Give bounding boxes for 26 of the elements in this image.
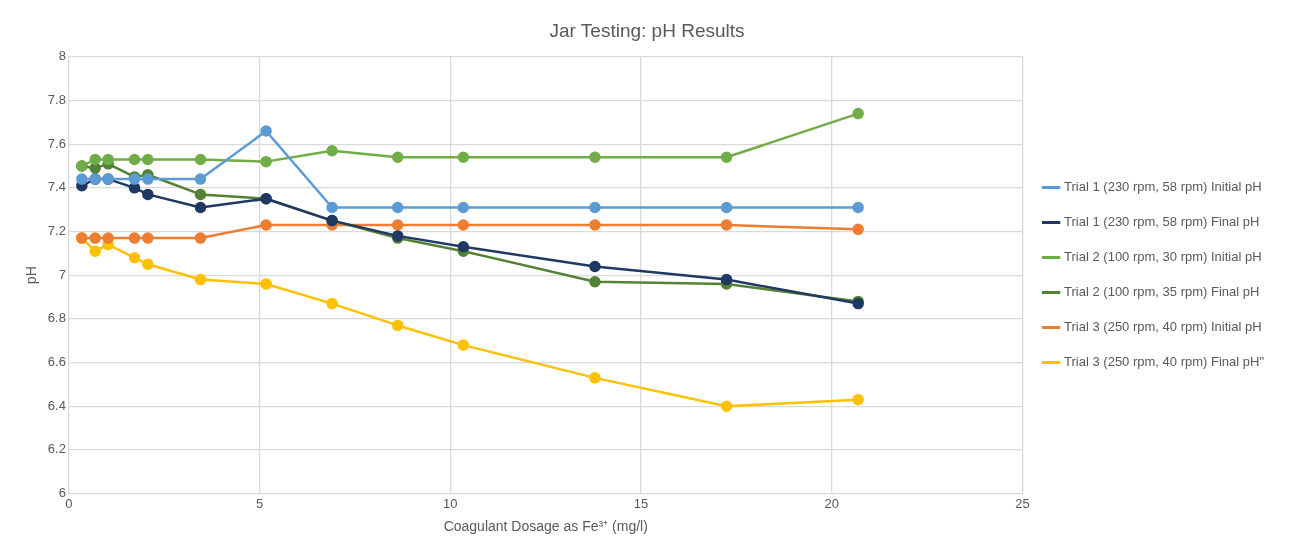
x-tick-label: 20 xyxy=(824,495,840,511)
y-tick-label: 6 xyxy=(58,485,66,501)
y-tick-label: 7.4 xyxy=(47,179,66,195)
y-tick-label: 7.8 xyxy=(47,92,66,108)
legend-label: Trial 3 (250 rpm, 40 rpm) Final pH" xyxy=(1064,354,1265,370)
legend-label: Trial 2 (100 rpm, 30 rpm) Initial pH xyxy=(1064,249,1262,265)
y-tick-label: 6.4 xyxy=(47,397,66,413)
x-axis-title: Coagulant Dosage as Fe³⁺ (mg/l) xyxy=(443,518,648,535)
legend-label: Trial 1 (230 rpm, 58 rpm) Initial pH xyxy=(1064,179,1262,195)
y-tick-label: 6.6 xyxy=(47,354,66,370)
legend-label: Trial 3 (250 rpm, 40 rpm) Initial pH xyxy=(1064,319,1262,335)
y-tick-label: 8 xyxy=(58,48,66,64)
y-tick-label: 6.2 xyxy=(47,441,66,457)
x-tick-label: 10 xyxy=(443,495,458,511)
y-tick-label: 7.6 xyxy=(47,135,66,151)
x-tick-label: 0 xyxy=(65,495,73,511)
y-axis-title: pH xyxy=(23,266,40,285)
x-tick-label: 15 xyxy=(633,495,649,511)
legend-label: Trial 1 (230 rpm, 58 rpm) Final pH xyxy=(1064,214,1260,230)
chart-title: Jar Testing: pH Results xyxy=(549,19,745,41)
y-tick-label: 7 xyxy=(58,266,66,282)
legend-label: Trial 2 (100 rpm, 35 rpm) Final pH xyxy=(1064,284,1260,300)
x-tick-label: 25 xyxy=(1015,495,1030,511)
x-tick-label: 5 xyxy=(256,495,264,511)
y-tick-label: 6.8 xyxy=(47,310,66,326)
y-tick-label: 7.2 xyxy=(47,223,66,239)
